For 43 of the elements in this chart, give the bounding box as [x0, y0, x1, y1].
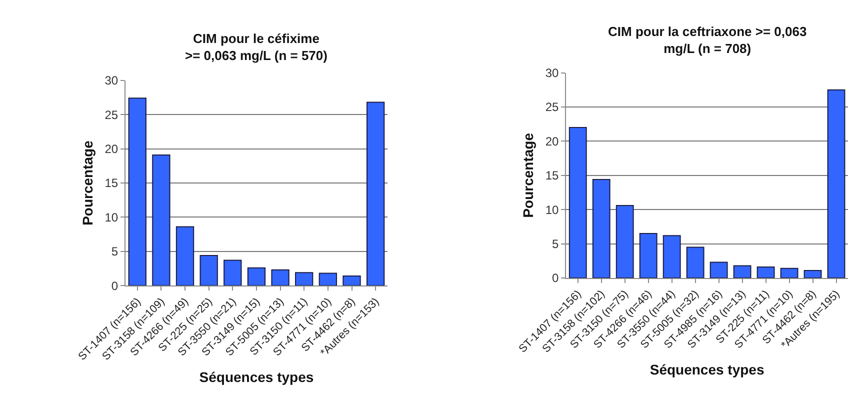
x-axis-title: Séquences types — [199, 369, 314, 386]
bar — [827, 89, 846, 278]
bar — [224, 260, 242, 286]
bar — [639, 233, 658, 278]
bar — [128, 98, 146, 286]
y-axis-title: Pourcentage — [79, 140, 96, 226]
y-tick-label: 10 — [104, 210, 118, 224]
bar — [780, 268, 798, 278]
chart-title: CIM pour la ceftriaxone >= 0,063 mg/L (n = 708) — [608, 24, 807, 56]
y-tick-label: 10 — [545, 202, 560, 217]
bar — [342, 276, 361, 286]
bar — [710, 262, 728, 278]
y-tick-label: 30 — [104, 74, 118, 88]
y-tick-label: 15 — [104, 176, 118, 190]
bar — [756, 266, 775, 278]
bar — [247, 267, 266, 286]
bar — [271, 269, 290, 286]
bar — [804, 270, 822, 278]
x-axis-title: Séquences types — [650, 362, 764, 378]
y-axis-title: Pourcentage — [520, 132, 536, 218]
bar — [592, 179, 610, 278]
chart-title: CIM pour le céfixime >= 0,063 mg/L (n = 570) — [185, 31, 328, 63]
y-tick-label: 25 — [545, 100, 560, 114]
bar — [200, 255, 218, 286]
bar — [295, 272, 314, 286]
y-tick-label: 0 — [111, 278, 118, 293]
bar — [686, 246, 704, 278]
y-tick-label: 25 — [104, 108, 118, 122]
bar — [152, 154, 170, 286]
y-tick-label: 5 — [111, 244, 118, 259]
bar — [733, 265, 752, 278]
bar — [662, 235, 681, 278]
bar — [568, 127, 587, 278]
bar — [366, 102, 385, 286]
y-tick-label: 30 — [545, 66, 560, 80]
bar — [176, 226, 194, 286]
y-tick-label: 5 — [552, 237, 560, 251]
y-tick-label: 15 — [545, 168, 560, 183]
bar — [318, 272, 338, 286]
y-tick-label: 20 — [545, 134, 560, 148]
y-tick-label: 20 — [104, 142, 118, 156]
bar — [616, 205, 634, 278]
y-tick-label: 0 — [552, 271, 560, 286]
